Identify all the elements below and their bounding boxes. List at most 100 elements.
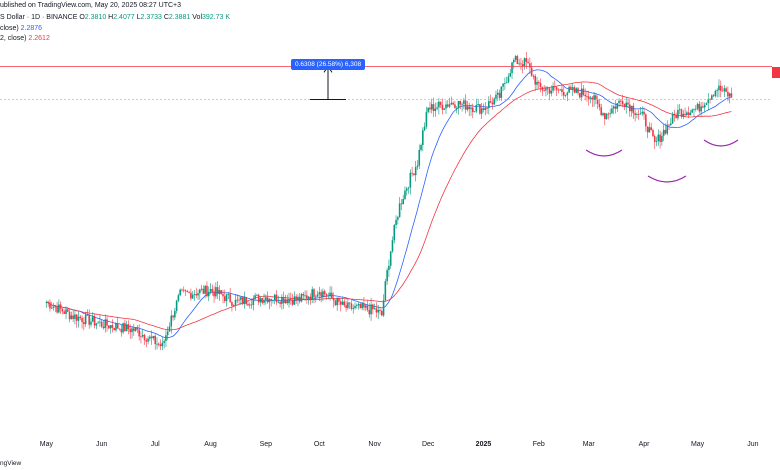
candle-body <box>188 292 190 293</box>
candle-body <box>427 107 429 112</box>
candle-body <box>716 90 718 92</box>
candle-body <box>425 111 428 127</box>
candle-body <box>138 329 140 337</box>
candle-body <box>621 101 624 105</box>
candle-body <box>446 104 449 107</box>
candle-body <box>291 299 294 305</box>
candle-body <box>659 134 661 142</box>
candle-body <box>552 86 554 91</box>
x-tick-label: Jul <box>151 441 160 448</box>
candle-body <box>669 123 672 126</box>
candle-body <box>363 303 365 308</box>
candle-body <box>696 103 699 109</box>
candle-body <box>259 298 262 303</box>
candle-body <box>314 296 317 298</box>
candle-body <box>504 83 506 84</box>
candle-body <box>236 299 239 301</box>
candle-body <box>133 328 135 331</box>
candle-body <box>145 340 148 342</box>
candle-body <box>587 96 590 99</box>
candle-body <box>603 113 606 120</box>
candle-body <box>439 101 442 105</box>
candle-body <box>150 336 153 339</box>
candle-body <box>277 301 280 303</box>
candle-body <box>302 294 305 296</box>
candle-body <box>186 291 189 293</box>
candle-body <box>709 99 711 100</box>
candle-body <box>589 97 592 99</box>
candle-body <box>372 304 374 310</box>
candle-body <box>261 298 264 303</box>
candle-body <box>537 81 540 84</box>
candle-body <box>352 308 355 309</box>
candle-body <box>677 109 679 119</box>
candle-body <box>543 90 545 92</box>
close-value: 2.3881 <box>168 14 191 21</box>
candle-body <box>611 108 613 114</box>
candle-body <box>413 173 415 176</box>
candle-body <box>286 299 289 304</box>
candle-body <box>489 101 492 103</box>
candle-body <box>159 344 162 347</box>
candle-body <box>288 299 290 304</box>
candle-body <box>691 109 694 113</box>
candle-body <box>703 104 706 108</box>
candle-body <box>222 294 224 297</box>
candle-body <box>420 144 422 150</box>
candle-body <box>166 331 169 336</box>
candle-body <box>81 318 83 323</box>
candle-body <box>725 88 727 92</box>
candle-body <box>90 321 92 325</box>
x-tick-label: Jun <box>96 441 107 448</box>
candle-body <box>282 296 285 304</box>
candle-body <box>678 109 681 111</box>
candle-body <box>593 95 595 100</box>
pattern-arc <box>585 149 623 157</box>
x-tick-label: Feb <box>533 441 545 448</box>
candle-body <box>407 187 410 189</box>
candle-body <box>714 90 717 97</box>
candle-body <box>273 294 276 300</box>
candle-body <box>564 95 567 96</box>
candle-body <box>306 295 308 299</box>
candle-body <box>347 302 349 308</box>
candle-body <box>493 98 495 105</box>
candle-body <box>570 86 572 89</box>
candle-body <box>395 219 397 225</box>
measure-label: 0.6308 (26.58%) 6,308 <box>291 59 366 70</box>
candle-body <box>293 296 296 305</box>
candle-body <box>545 88 547 91</box>
candle-body <box>687 112 690 116</box>
candle-body <box>109 325 112 329</box>
candle-body <box>209 289 212 292</box>
candle-body <box>475 105 478 112</box>
candle-body <box>375 308 378 313</box>
candle-body <box>452 102 454 105</box>
candle-body <box>441 104 444 110</box>
symbol-ohlc-line: S Dollar · 1D · BINANCE O2.3810 H2.4077 … <box>0 14 231 21</box>
x-tick-label: 2025 <box>476 441 492 448</box>
candle-body <box>698 103 701 112</box>
candle-body <box>213 291 215 297</box>
x-tick-label: May <box>40 441 54 448</box>
ma1-legend: close) 2.2876 <box>0 25 43 32</box>
candle-body <box>711 95 713 100</box>
candle-body <box>356 305 358 307</box>
candle-body <box>639 113 642 115</box>
candle-body <box>83 322 85 325</box>
candle-body <box>400 203 403 205</box>
candle-body <box>628 104 631 112</box>
candle-body <box>298 296 301 302</box>
candle-body <box>152 335 155 339</box>
candle-body <box>505 82 508 84</box>
candle-body <box>122 323 124 333</box>
candle-body <box>566 92 569 96</box>
candle-body <box>86 314 89 316</box>
candle-body <box>630 105 633 112</box>
candle-body <box>414 167 417 176</box>
candle-body <box>559 89 561 91</box>
candle-body <box>718 85 720 91</box>
candle-body <box>129 329 132 333</box>
candle-body <box>47 302 49 304</box>
